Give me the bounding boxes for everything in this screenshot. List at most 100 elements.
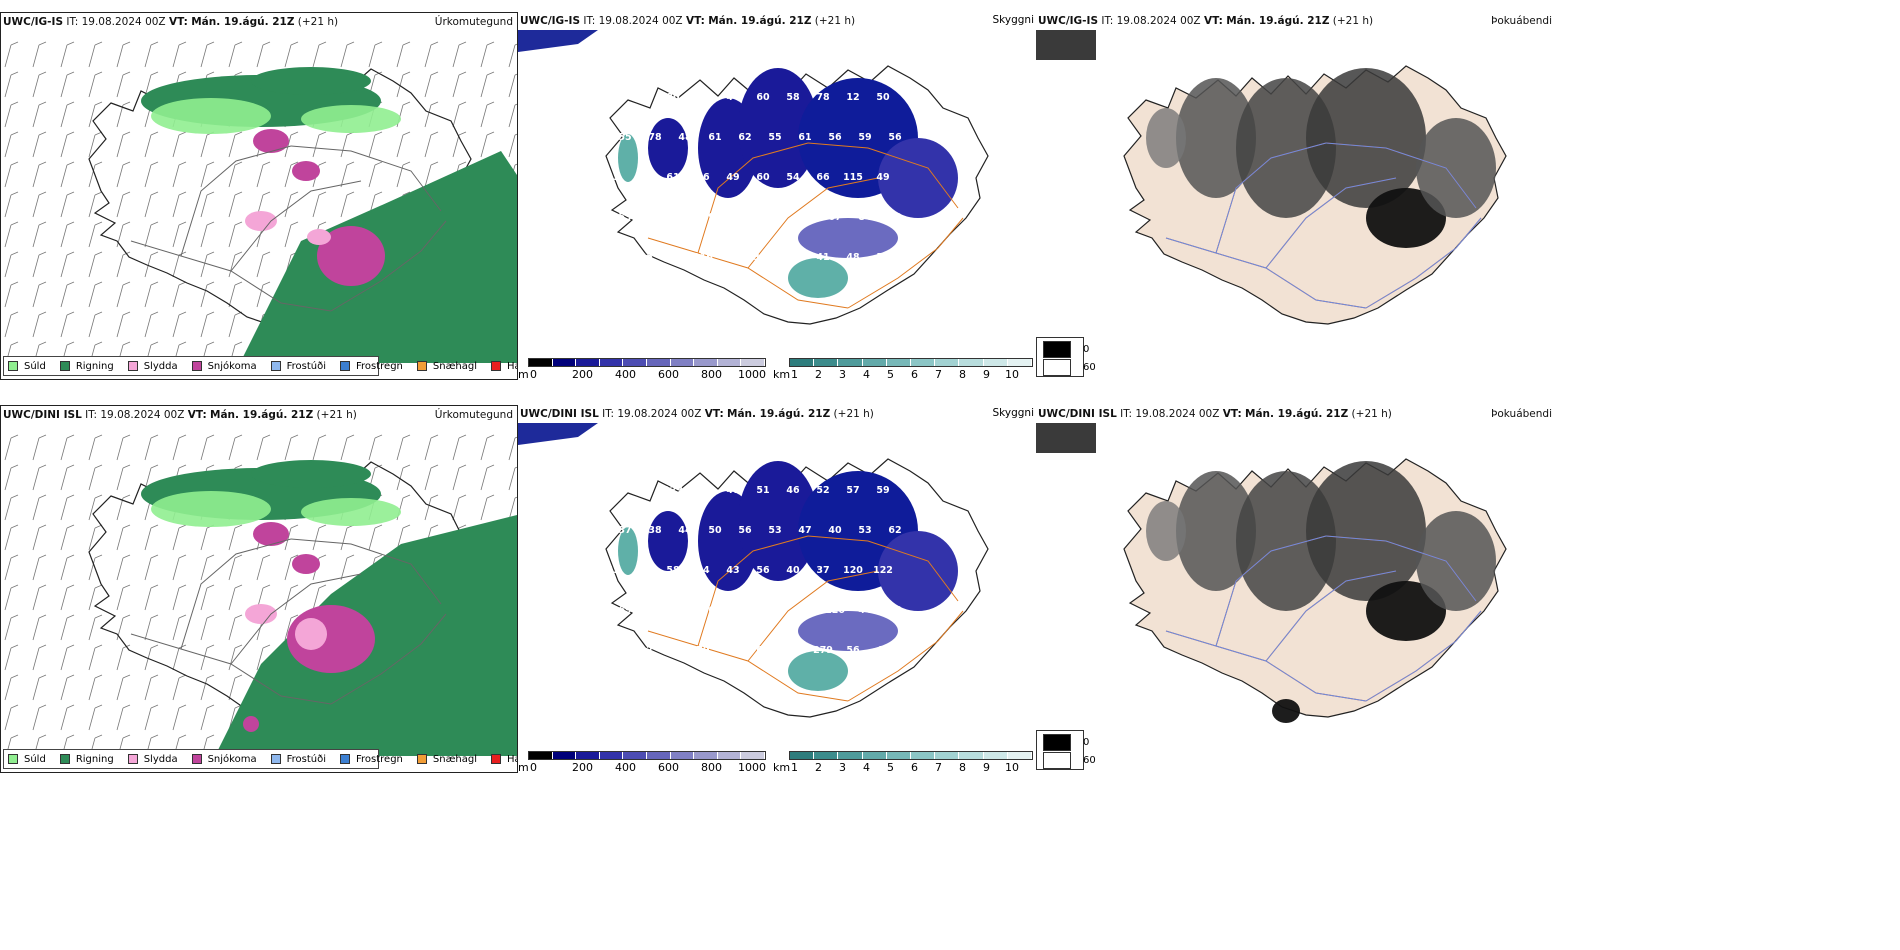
visibility-value-label: 60 — [756, 172, 770, 183]
river-line — [1365, 610, 1482, 702]
colorbar-segment — [741, 359, 765, 366]
visibility-value-label: 56 — [828, 132, 842, 143]
fog-swatch-60 — [1043, 359, 1071, 376]
visibility-value-label: 50 — [708, 525, 722, 536]
wind-barb — [144, 191, 159, 218]
wind-barb — [368, 161, 383, 188]
wind-barb — [88, 524, 103, 551]
wind-barb — [32, 161, 47, 188]
wind-barb — [60, 464, 75, 491]
colorbar-segment — [670, 359, 695, 366]
snow-area — [292, 161, 320, 181]
snow-area — [253, 522, 289, 546]
model-name: UWC/IG-IS — [1038, 15, 1099, 27]
road-line — [847, 610, 964, 702]
wind-barb — [60, 644, 75, 671]
river-line — [1325, 535, 1477, 602]
visibility-value-label: 53 — [636, 92, 649, 103]
wind-barb — [88, 281, 103, 308]
panel-header: UWC/IG-IS IT: 19.08.2024 00Z VT: Mán. 19… — [1, 13, 517, 31]
wind-barb — [452, 494, 467, 521]
wind-barb — [340, 161, 355, 188]
wind-barb — [116, 161, 131, 188]
wind-barb — [88, 131, 103, 158]
visibility-value-label: 56 — [846, 645, 860, 656]
wind-barb — [340, 191, 355, 218]
fog-area — [1176, 78, 1256, 198]
fog-area — [1036, 423, 1096, 453]
visibility-value-label: 82 — [726, 252, 739, 263]
colorbar-tick-label: 200 — [572, 761, 593, 773]
rain-area — [251, 67, 371, 95]
wind-barb — [256, 251, 271, 278]
wind-barb — [200, 311, 215, 338]
road-line — [807, 535, 959, 602]
init-time: 19.08.2024 00Z — [617, 408, 702, 420]
wind-barb — [452, 464, 467, 491]
legend-label: Slydda — [143, 360, 178, 372]
wind-barb — [452, 434, 467, 461]
fog-index-map — [1036, 423, 1507, 723]
moderate-visibility-area — [788, 258, 848, 298]
visibility-value-label: 61 — [798, 132, 811, 143]
model-name: UWC/IG-IS — [3, 16, 64, 28]
low-visibility-area — [738, 461, 818, 581]
colorbar-tick-label: 10 — [1005, 761, 1019, 773]
wind-barb — [424, 131, 439, 158]
wind-barb — [480, 464, 495, 491]
wind-barb — [60, 674, 75, 701]
visibility-value-label: 56 — [738, 525, 752, 536]
low-visibility-area — [798, 218, 898, 258]
wind-barb — [32, 584, 47, 611]
fog-area — [1416, 118, 1496, 218]
wind-barb — [4, 494, 19, 521]
low-visibility-area — [738, 68, 818, 188]
wind-barb — [172, 221, 187, 248]
wind-barb — [312, 191, 327, 218]
wind-barb — [200, 434, 215, 461]
fog-area — [1366, 188, 1446, 248]
wind-barb — [60, 554, 75, 581]
wind-barb — [4, 71, 19, 98]
visibility-value-label: 69 — [618, 605, 631, 616]
wind-barb — [32, 251, 47, 278]
legend-item-frostúði: Frostúði — [270, 360, 326, 372]
colorbar-segment — [1007, 752, 1033, 759]
colorbar-tick-label: 0 — [530, 761, 537, 773]
drizzle-area — [301, 105, 401, 133]
wind-barb — [172, 41, 187, 68]
panel-title: Úrkomutegund — [434, 16, 513, 28]
visibility-value-label: 44 — [726, 92, 740, 103]
fog-area — [1416, 511, 1496, 611]
legend-swatch — [59, 754, 70, 764]
wind-barb — [228, 251, 243, 278]
model-name: UWC/IG-IS — [520, 15, 581, 27]
river-line — [1215, 142, 1327, 254]
low-visibility-area — [648, 511, 688, 571]
colorbar-segment — [623, 359, 647, 366]
wind-barb — [480, 101, 495, 128]
visibility-value-label: 68 — [756, 645, 770, 656]
road-line — [697, 535, 809, 647]
wind-barb — [4, 674, 19, 701]
visibility-value-label: 279 — [813, 645, 833, 656]
wind-barb — [60, 434, 75, 461]
legend-label: Frostúði — [286, 360, 326, 372]
wind-barb — [88, 41, 103, 68]
wind-barb — [60, 524, 75, 551]
colorbar-segment — [911, 359, 936, 366]
visibility-colorbar-km: km 1 2 3 4 5 6 7 8 9 10 — [773, 751, 1035, 773]
colorbar-tick-label: 4 — [863, 761, 870, 773]
wind-barb — [88, 554, 103, 581]
wind-barb — [116, 41, 131, 68]
colorbar-unit: km — [773, 368, 791, 380]
wind-barb — [32, 674, 47, 701]
legend-item-frostregn: Frostregn — [340, 361, 403, 372]
visibility-value-label: 122 — [873, 565, 893, 576]
wind-barb — [284, 614, 299, 641]
colorbar-tick-label: 7 — [935, 368, 942, 380]
panel-header: UWC/DINI ISL IT: 19.08.2024 00Z VT: Mán.… — [1, 406, 517, 424]
precip-type-panel-2: UWC/DINI ISL IT: 19.08.2024 00Z VT: Mán.… — [0, 405, 518, 773]
colorbar-segment — [670, 752, 695, 759]
low-visibility-area — [518, 423, 598, 445]
